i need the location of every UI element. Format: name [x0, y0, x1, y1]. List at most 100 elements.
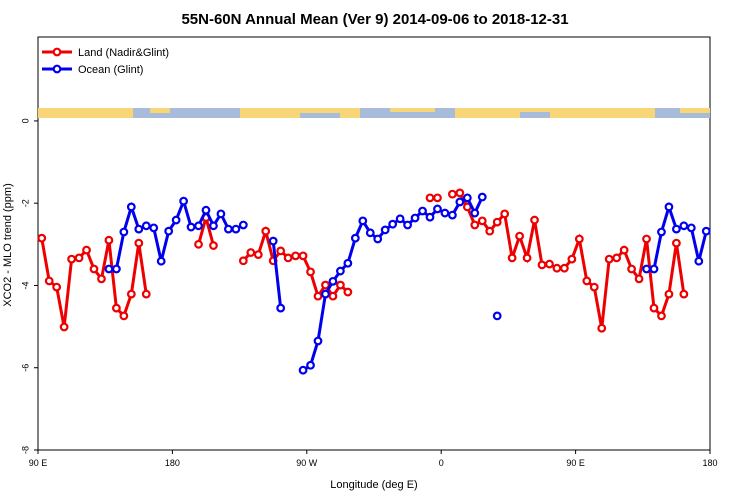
point — [657, 311, 666, 321]
point — [111, 303, 121, 313]
legend-marker — [52, 47, 62, 57]
point — [686, 223, 696, 233]
point — [306, 267, 315, 277]
point — [537, 260, 547, 270]
point — [276, 303, 286, 313]
point — [642, 234, 651, 244]
point — [37, 233, 47, 243]
point — [111, 264, 121, 274]
point — [59, 322, 69, 332]
point — [440, 208, 450, 218]
x-tick-label: 90 E — [566, 458, 585, 468]
point — [477, 192, 487, 202]
point — [291, 251, 301, 261]
point — [470, 208, 480, 218]
point — [492, 217, 502, 227]
point — [209, 221, 218, 231]
point — [448, 210, 457, 220]
point — [298, 251, 308, 261]
point — [657, 227, 666, 237]
point — [649, 264, 659, 274]
point — [425, 193, 435, 203]
point — [358, 216, 368, 226]
point — [470, 220, 480, 230]
point — [164, 226, 174, 236]
y-tick-label: 0 — [20, 118, 30, 123]
point — [582, 276, 592, 286]
point — [268, 236, 278, 246]
point — [186, 222, 196, 232]
point — [701, 226, 711, 236]
point — [455, 197, 465, 207]
x-tick-label: 90 E — [29, 458, 48, 468]
chart-title: 55N-60N Annual Mean (Ver 9) 2014-09-06 t… — [181, 11, 568, 28]
point — [679, 221, 689, 231]
point — [119, 311, 129, 321]
point — [223, 224, 233, 234]
point — [298, 365, 308, 375]
point — [567, 254, 577, 264]
point — [485, 226, 495, 236]
point — [642, 264, 651, 274]
point — [336, 266, 345, 276]
point — [350, 233, 360, 243]
point — [403, 220, 413, 230]
point — [313, 336, 323, 346]
point — [619, 245, 629, 255]
point — [126, 202, 136, 212]
point — [149, 223, 159, 233]
point — [328, 276, 338, 286]
point — [634, 274, 644, 284]
point — [194, 239, 203, 249]
y-axis-label: XCO2 - MLO trend (ppm) — [2, 183, 14, 306]
legend-marker — [52, 64, 62, 74]
point — [261, 226, 271, 236]
y-tick-label: -8 — [20, 446, 30, 454]
point — [216, 209, 226, 219]
map-strip — [38, 108, 710, 118]
point — [380, 225, 390, 235]
point — [156, 256, 166, 266]
point — [462, 193, 472, 203]
x-axis-label: Longitude (deg E) — [330, 479, 417, 491]
point — [545, 259, 554, 269]
point — [410, 213, 420, 223]
point — [388, 219, 398, 229]
point — [134, 238, 144, 248]
point — [679, 289, 689, 299]
point — [201, 205, 211, 215]
point — [530, 215, 539, 225]
y-tick-label: -6 — [20, 364, 30, 372]
point — [171, 215, 181, 225]
point — [515, 231, 524, 241]
point — [418, 206, 427, 216]
point — [321, 289, 330, 299]
point — [597, 323, 607, 333]
point — [433, 204, 442, 214]
point — [253, 250, 263, 260]
point — [306, 360, 315, 370]
point — [246, 248, 256, 257]
point — [194, 221, 203, 231]
point — [433, 193, 442, 203]
point — [664, 289, 674, 299]
point — [313, 291, 323, 301]
point — [604, 254, 614, 264]
point — [612, 253, 622, 263]
point — [343, 258, 353, 268]
point — [74, 253, 84, 263]
plot-frame — [37, 36, 711, 451]
point — [44, 276, 54, 286]
point — [141, 221, 151, 231]
point — [328, 291, 338, 301]
point — [134, 224, 144, 234]
point — [694, 256, 704, 266]
point — [321, 280, 330, 290]
point — [664, 202, 674, 212]
point — [238, 256, 248, 266]
point — [672, 224, 681, 234]
point — [238, 220, 248, 230]
point — [119, 227, 129, 237]
point — [500, 209, 510, 219]
